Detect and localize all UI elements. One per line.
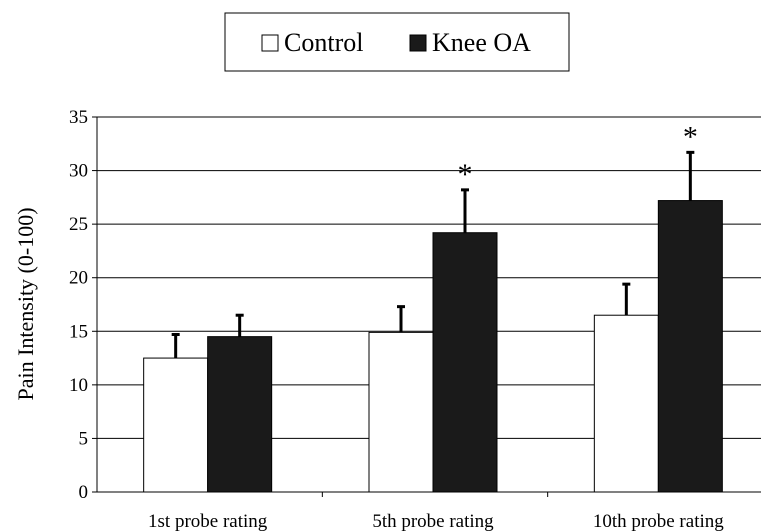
y-tick-label: 30	[69, 161, 88, 182]
bar-knee-oa	[432, 232, 498, 493]
significance-marker: *	[458, 158, 473, 191]
y-tick-label: 5	[79, 428, 89, 449]
bars: **	[143, 120, 723, 493]
y-tick-label: 35	[69, 107, 88, 128]
bar-control	[593, 314, 659, 493]
bar-knee-oa	[207, 336, 273, 493]
y-tick-label: 10	[69, 375, 88, 396]
y-tick-label: 0	[79, 482, 89, 503]
bar-control	[368, 331, 434, 493]
x-tick-label: 10th probe rating	[593, 511, 724, 531]
legend-label: Control	[284, 28, 363, 57]
legend-label: Knee OA	[432, 28, 531, 57]
legend-swatch-control	[261, 34, 279, 52]
x-tick-label: 1st probe rating	[148, 511, 268, 531]
y-tick-label: 20	[69, 268, 88, 289]
x-tick-label: 5th probe rating	[372, 511, 494, 531]
legend-box	[224, 12, 570, 72]
legend: Control Knee OA	[224, 12, 570, 72]
y-axis-title: Pain Intensity (0-100)	[13, 207, 38, 400]
bar-knee-oa	[657, 200, 723, 493]
significance-marker: *	[683, 120, 698, 153]
x-ticks: 1st probe rating 5th probe rating 10th pro…	[148, 492, 724, 531]
y-ticks: 0 5 10 15 20 25 30 35	[69, 107, 97, 503]
legend-swatch-knee-oa	[409, 34, 427, 52]
y-tick-label: 15	[69, 321, 88, 342]
bar-control	[143, 357, 209, 493]
y-tick-label: 25	[69, 214, 88, 235]
